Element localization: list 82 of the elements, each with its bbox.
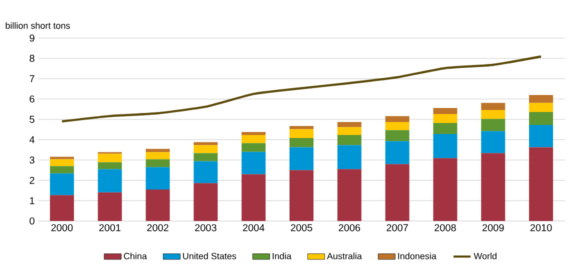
bar [242,143,266,152]
bar [337,122,362,128]
bar [146,189,170,221]
bar [290,170,314,221]
legend-label: India [272,252,292,260]
bar [242,152,266,174]
bar [529,94,554,103]
bar [529,125,554,148]
bar [194,142,218,146]
bar [433,134,458,158]
bar [146,159,170,168]
bar [337,127,362,135]
bar [290,129,314,138]
legend-label: Australia [326,252,362,260]
bar [242,174,266,221]
y-tick-label: 2 [30,176,34,184]
bar [98,192,122,221]
legend-label: China [124,252,147,260]
bar [50,195,74,221]
x-tick-label: 2004 [242,224,264,232]
bar [529,112,554,126]
y-tick-label: 4 [29,136,35,144]
legend-label: United States [183,252,236,260]
bar [98,169,122,192]
bar [385,141,410,164]
bar [146,148,170,152]
y-tick-label: 9 [30,34,34,42]
bar [385,130,410,142]
bar [385,116,410,122]
bar [433,158,458,221]
bar [337,169,362,221]
bar [481,153,506,221]
bar [98,154,122,162]
bar [146,167,170,190]
y-tick-label: 6 [30,95,34,103]
bar [242,132,266,135]
bar [529,147,554,221]
bar [98,162,122,170]
bar [337,145,362,170]
y-tick-label: 8 [30,54,34,62]
y-tick-label: 1 [30,197,34,204]
bar [385,164,410,221]
bar [481,131,506,154]
bar [481,110,506,119]
legend-label: Indonesia [398,252,436,260]
line-series [60,55,542,122]
x-tick-label: 2010 [530,224,552,232]
bar [290,147,314,170]
bar [385,122,410,130]
x-tick-label: 2003 [195,224,216,232]
bar [194,183,218,221]
x-tick-label: 2001 [99,224,121,232]
x-tick-label: 2006 [338,224,360,232]
bar [529,102,554,112]
bar [50,173,74,196]
bar [433,108,458,114]
bar [433,123,458,134]
y-tick-label: 3 [30,156,34,164]
bar [194,153,218,162]
bar [50,166,74,174]
bar [194,161,218,184]
x-tick-label: 2007 [386,224,408,232]
bar [50,159,74,166]
y-tick-label: 5 [30,116,34,123]
bar [433,114,458,123]
x-tick-label: 2009 [482,224,504,232]
x-tick-label: 2008 [434,224,456,232]
bar [290,138,314,148]
bar [290,126,314,130]
bar [242,134,266,144]
bar [481,118,506,132]
bar [194,145,218,154]
y-tick-label: 7 [30,75,34,82]
x-tick-label: 2002 [147,224,168,232]
y-axis-title: billion short tons [6,22,70,29]
x-tick-label: 2000 [51,224,73,232]
legend-label: World [474,252,496,260]
bar [481,102,506,110]
x-tick-label: 2005 [290,224,312,232]
bar [146,152,170,160]
y-tick-label: 0 [30,217,34,225]
bar [337,134,362,146]
